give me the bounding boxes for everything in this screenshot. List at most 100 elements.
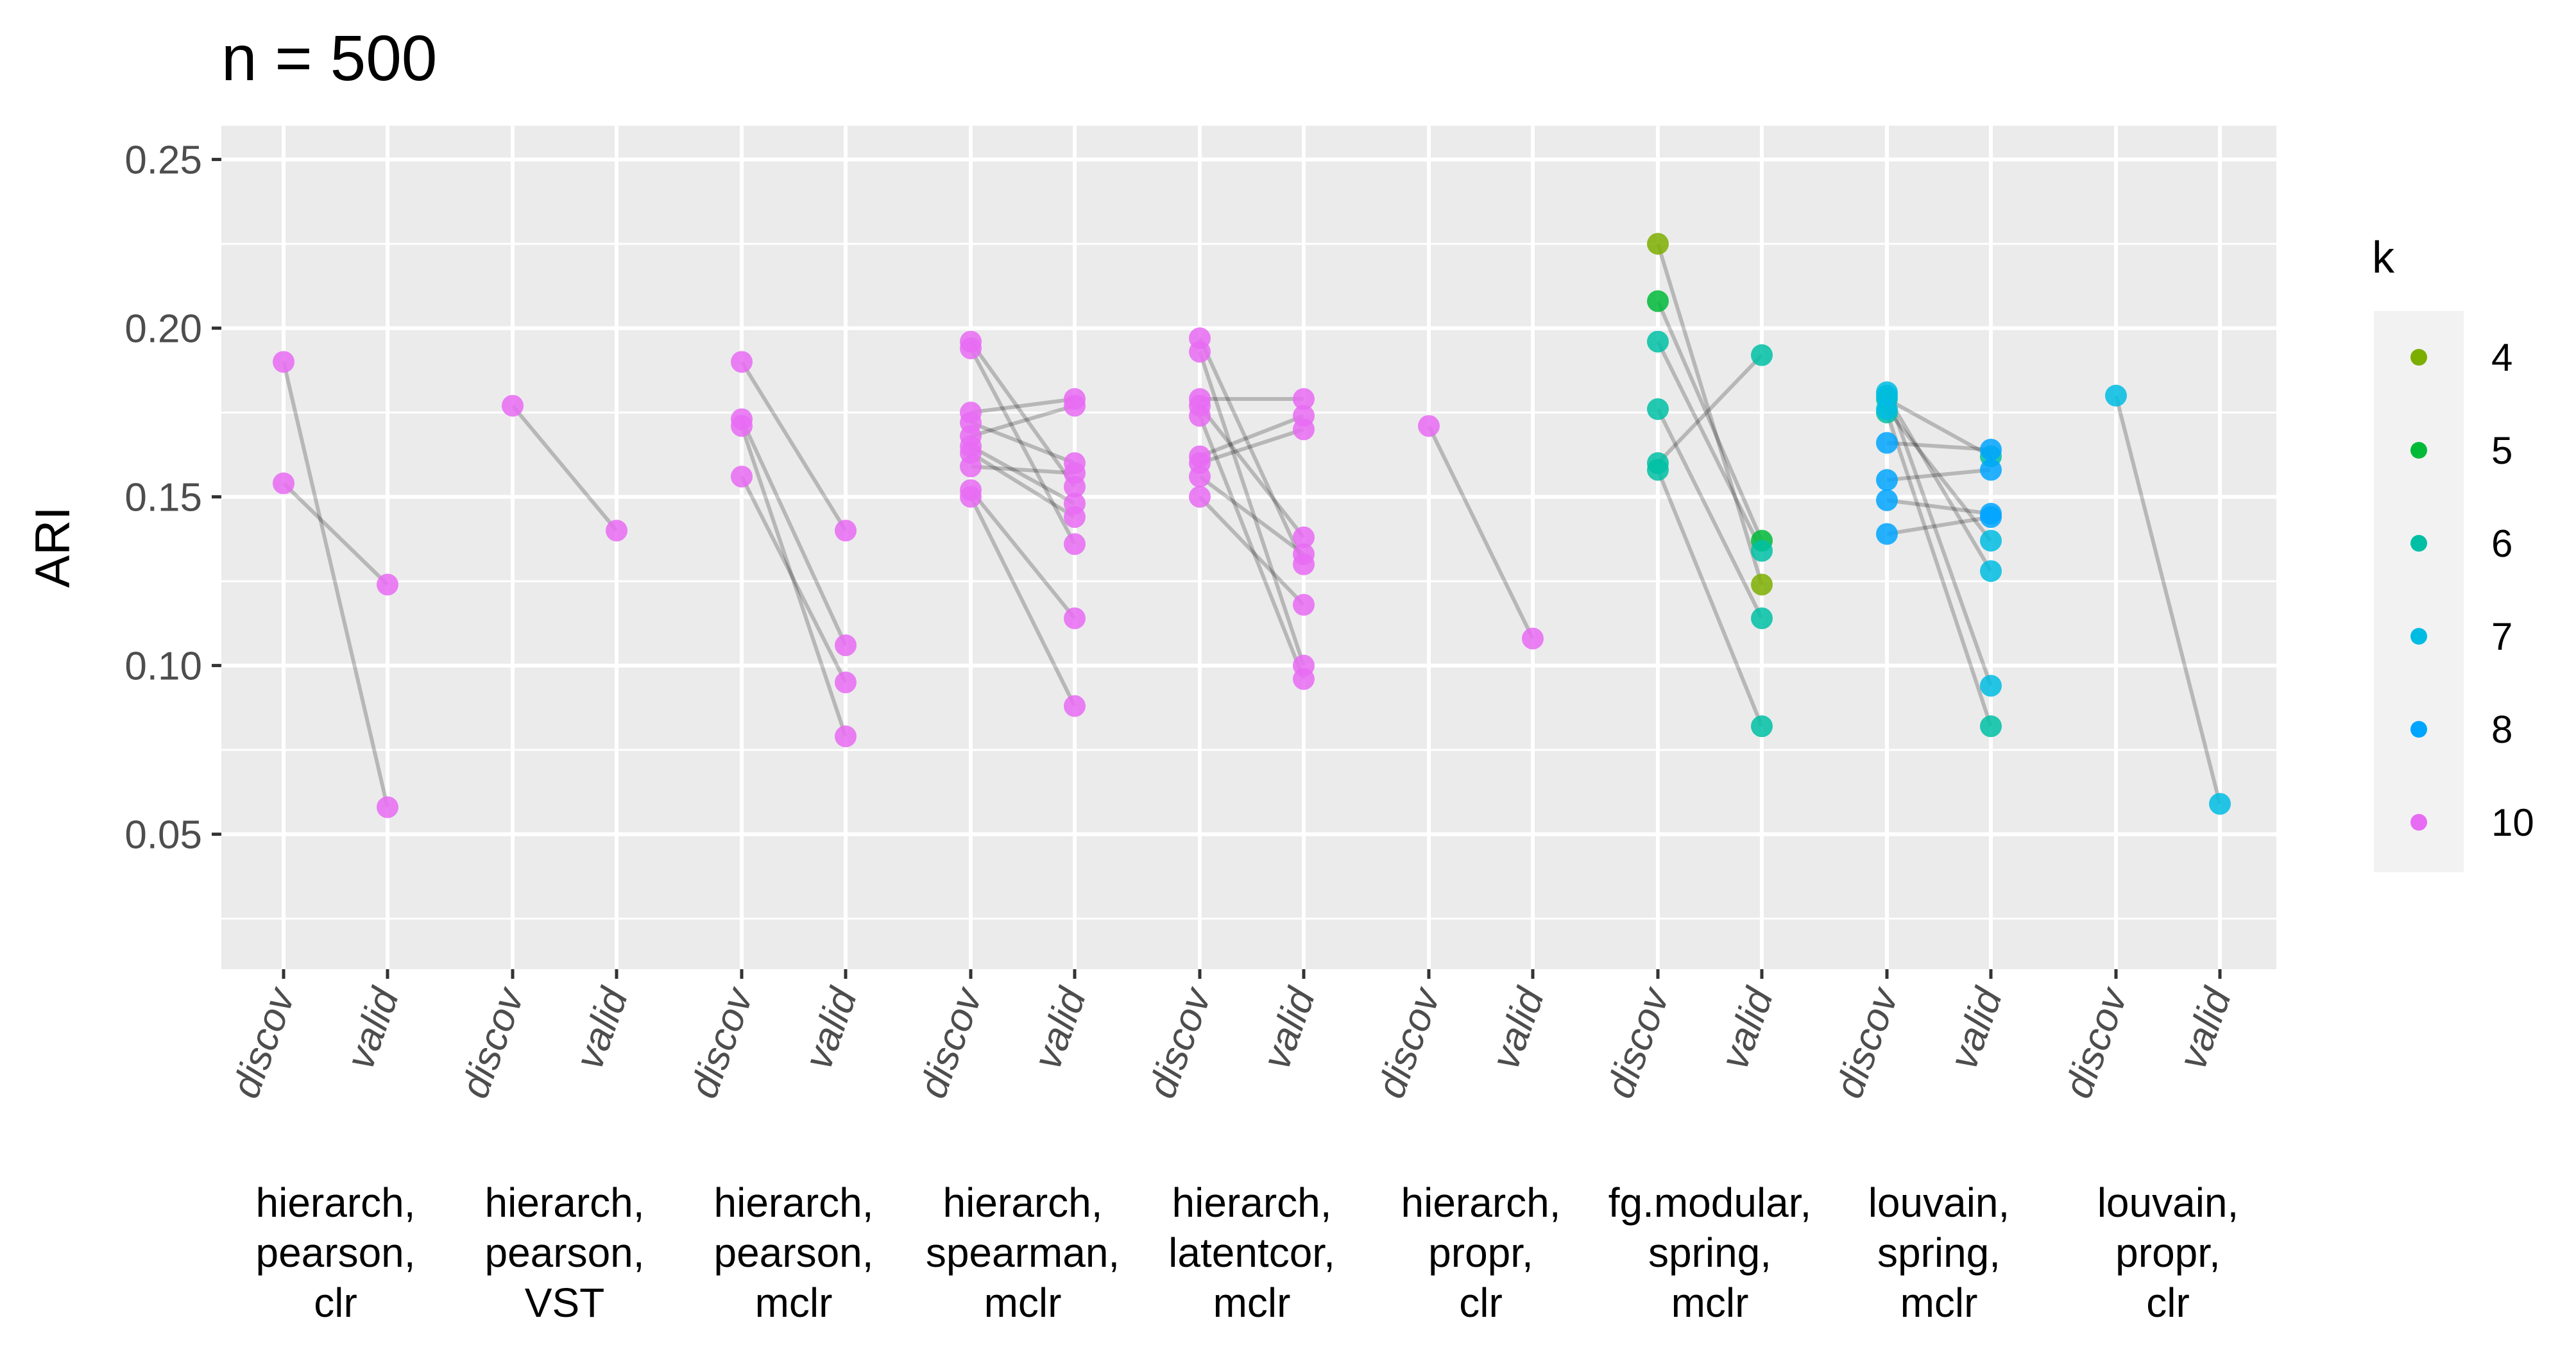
data-point-valid: [835, 671, 857, 693]
data-point-valid: [1064, 462, 1086, 484]
legend-key: [2410, 442, 2427, 459]
data-point-valid: [1064, 394, 1086, 417]
data-point-discov: [1647, 233, 1669, 255]
x-tick-label: valid: [567, 981, 637, 1075]
data-point-valid: [1064, 506, 1086, 529]
data-point-valid: [1751, 344, 1773, 366]
pair-line: [1885, 407, 1993, 542]
grid-major: [221, 126, 2276, 969]
data-point-valid: [1980, 438, 2002, 461]
y-axis-label: ARI: [26, 507, 80, 588]
x-tick-label: valid: [1254, 981, 1324, 1075]
data-point-valid: [1980, 715, 2002, 738]
data-point-valid: [606, 520, 627, 542]
pair-line: [1198, 351, 1306, 666]
legend-key: [2410, 628, 2427, 645]
legend-key: [2410, 814, 2427, 831]
pair-line: [1656, 469, 1764, 727]
pair-line: [970, 464, 1075, 475]
data-point-discov: [1189, 341, 1211, 363]
data-point-discov: [502, 394, 524, 417]
x-tick-label: discov: [452, 981, 533, 1104]
legend: k 4 5 6 7 8 10: [2372, 232, 2534, 872]
group-label: louvain, spring, mclr: [1868, 1180, 2010, 1326]
pair-line: [740, 475, 848, 684]
y-tick-label: 0.15: [124, 476, 202, 520]
plot-panel: [221, 126, 2276, 969]
group-labels: hierarch, pearson, clr hierarch, pearson, VST…: [255, 1180, 2239, 1326]
y-tick-label: 0.05: [124, 813, 202, 858]
y-tick-label: 0.20: [124, 307, 202, 351]
x-tick-label: discov: [223, 981, 304, 1104]
data-point-discov: [1418, 415, 1440, 437]
x-tick-label: valid: [1712, 981, 1782, 1075]
data-point-discov: [731, 351, 753, 373]
legend-label: 4: [2491, 336, 2512, 379]
data-point-valid: [1064, 695, 1086, 717]
pair-line: [1656, 300, 1764, 542]
pair-line: [970, 397, 1075, 415]
data-point-discov: [960, 337, 982, 360]
data-point-discov: [1876, 523, 1898, 545]
pair-line: [2114, 395, 2222, 805]
legend-label: 10: [2491, 801, 2534, 844]
x-tick-label: discov: [2056, 981, 2137, 1104]
points: [273, 233, 2231, 818]
legend-key: [2410, 721, 2427, 738]
pair-line: [1198, 337, 1306, 566]
group-label: hierarch, pearson, clr: [255, 1180, 415, 1326]
pair-line: [740, 360, 848, 532]
data-point-valid: [1293, 668, 1315, 690]
pair-line: [1885, 394, 1993, 572]
group-label: hierarch, propr, clr: [1401, 1180, 1561, 1326]
x-tick-label: valid: [1941, 981, 2011, 1075]
legend-title: k: [2372, 232, 2395, 282]
pair-line: [1427, 425, 1535, 639]
pair-line: [1886, 441, 1992, 452]
data-point-valid: [1064, 533, 1086, 555]
data-point-discov: [1189, 405, 1211, 427]
data-point-valid: [1293, 418, 1315, 441]
legend-key: [2410, 535, 2427, 552]
pair-line: [969, 496, 1077, 707]
group-label: louvain, propr, clr: [2097, 1180, 2239, 1326]
pair-line: [1886, 515, 1992, 536]
data-point-discov: [1647, 290, 1669, 312]
pair-line: [282, 361, 389, 808]
pair-line: [1885, 391, 1993, 687]
data-point-valid: [1980, 506, 2002, 529]
y-tick-label: 0.25: [124, 139, 202, 183]
pair-line: [282, 482, 389, 586]
legend-key: [2410, 349, 2427, 366]
data-point-valid: [1980, 675, 2002, 697]
pair-line: [969, 489, 1077, 620]
data-point-valid: [377, 796, 398, 818]
pair-line: [1886, 468, 1992, 482]
group-label: fg.modular, spring, mclr: [1608, 1180, 1812, 1326]
data-point-discov: [1647, 452, 1669, 474]
x-tick-label: valid: [1483, 981, 1553, 1075]
pair-line: [969, 444, 1076, 505]
pair-line: [1656, 353, 1764, 465]
data-point-valid: [1751, 607, 1773, 629]
data-point-discov: [1189, 466, 1211, 488]
y-tick-label: 0.10: [124, 645, 202, 689]
pair-line: [1656, 408, 1764, 620]
pair-line: [1656, 243, 1764, 586]
data-point-discov: [1189, 486, 1211, 508]
pair-line: [1198, 404, 1306, 539]
pair-line: [740, 418, 848, 647]
x-tick-label: discov: [910, 981, 991, 1104]
pair-line: [1656, 341, 1764, 552]
data-point-valid: [1293, 543, 1315, 566]
legend-label: 5: [2491, 429, 2512, 472]
pair-line: [511, 404, 618, 532]
pair-line: [1886, 498, 1992, 516]
data-point-discov: [1647, 398, 1669, 420]
pair-line: [1198, 415, 1306, 680]
chart-title: n = 500: [221, 22, 437, 94]
data-point-discov: [960, 486, 982, 508]
data-point-valid: [377, 573, 398, 596]
data-point-valid: [2209, 793, 2231, 815]
